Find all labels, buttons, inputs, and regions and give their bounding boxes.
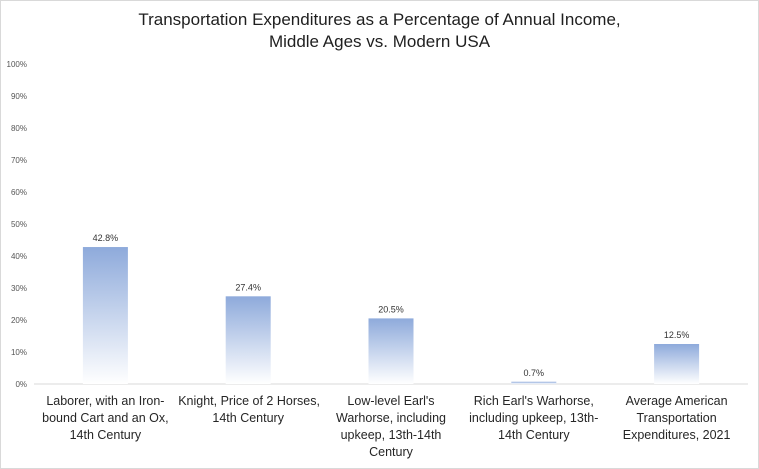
y-tick-label: 20% bbox=[11, 316, 27, 325]
y-tick-label: 40% bbox=[11, 252, 27, 261]
bar-4 bbox=[511, 381, 557, 384]
y-tick-label: 70% bbox=[11, 156, 27, 165]
x-category-label-5: Average American Transportation Expenditur… bbox=[607, 393, 747, 444]
chart-title-line-2: Middle Ages vs. Modern USA bbox=[268, 32, 491, 51]
x-category-label-line: Average American bbox=[625, 394, 728, 408]
x-category-label-line: Century bbox=[369, 445, 413, 459]
x-category-label-2: Knight, Price of 2 Horses, 14th Century bbox=[178, 393, 320, 427]
x-category-label-4: Rich Earl's Warhorse, including upkeep, 1… bbox=[464, 393, 604, 444]
chart-title: Transportation Expenditures as a Percent… bbox=[0, 9, 759, 53]
chart-title-line-1: Transportation Expenditures as a Percent… bbox=[138, 10, 621, 29]
bar-3 bbox=[368, 318, 414, 384]
x-category-label-line: Expenditures, 2021 bbox=[622, 428, 731, 442]
x-category-label-line: upkeep, 13th-14th bbox=[340, 428, 442, 442]
bar-2 bbox=[225, 296, 271, 384]
bar-1 bbox=[82, 247, 128, 384]
y-tick-label: 90% bbox=[11, 92, 27, 101]
data-label-3: 20.5% bbox=[378, 304, 404, 314]
y-tick-label: 50% bbox=[11, 220, 27, 229]
y-tick-label: 60% bbox=[11, 188, 27, 197]
data-label-5: 12.5% bbox=[664, 330, 690, 340]
y-tick-label: 10% bbox=[11, 348, 27, 357]
x-category-label-3: Low-level Earl's Warhorse, including upkee… bbox=[321, 393, 461, 461]
x-category-label-line: bound Cart and an Ox, bbox=[42, 411, 169, 425]
x-category-label-line: Low-level Earl's bbox=[347, 394, 435, 408]
x-category-label-line: 14th Century bbox=[212, 411, 284, 425]
y-tick-label: 0% bbox=[15, 380, 27, 389]
data-label-4: 0.7% bbox=[524, 368, 545, 378]
x-category-label-line: Laborer, with an Iron- bbox=[46, 394, 165, 408]
x-category-label-line: 14th Century bbox=[69, 428, 142, 442]
data-label-2: 27.4% bbox=[235, 282, 261, 292]
y-tick-label: 30% bbox=[11, 284, 27, 293]
y-tick-label: 100% bbox=[7, 60, 27, 69]
bar-5 bbox=[654, 344, 700, 384]
x-category-label-line: Knight, Price of 2 Horses, bbox=[178, 394, 320, 408]
x-category-label-line: including upkeep, 13th- bbox=[469, 411, 599, 425]
y-tick-label: 80% bbox=[11, 124, 27, 133]
data-label-1: 42.8% bbox=[93, 233, 119, 243]
x-category-label-line: 14th Century bbox=[498, 428, 570, 442]
x-category-label-line: Warhorse, including bbox=[335, 411, 446, 425]
x-category-label-line: Rich Earl's Warhorse, bbox=[473, 394, 594, 408]
x-category-label-line: Transportation bbox=[636, 411, 717, 425]
x-category-label-1: Laborer, with an Iron-bound Cart and an … bbox=[35, 393, 175, 444]
